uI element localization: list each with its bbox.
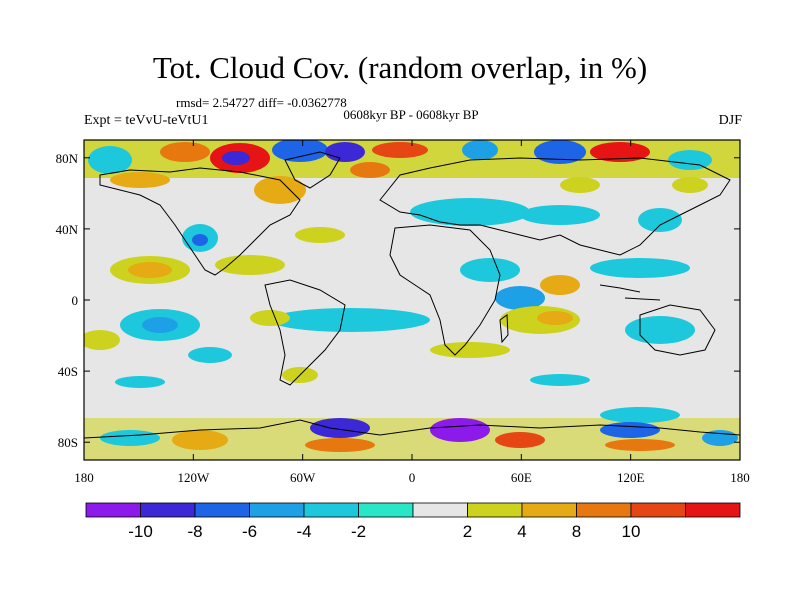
colorbar-swatch (85, 502, 141, 518)
coastlines (84, 151, 740, 439)
lat-tick-label: 80N (56, 151, 79, 166)
colorbar-label: -8 (187, 522, 202, 541)
colorbar-swatch (521, 502, 577, 518)
latitude-axis: 80N 40N 0 40S 80S (56, 151, 740, 450)
colorbar-swatch (303, 502, 359, 518)
lon-tick-label: 60E (511, 470, 532, 485)
stats-label: rmsd= 2.54727 diff= -0.0362778 (176, 95, 347, 110)
season-label: DJF (718, 113, 742, 128)
colorbar-swatch (685, 502, 741, 518)
colorbar-label: -4 (296, 522, 311, 541)
colorbar: -10 -8 -6 -4 -2 2 4 8 10 (85, 502, 741, 541)
colorbar-label: 10 (622, 522, 641, 541)
colorbar-label: -6 (242, 522, 257, 541)
colorbar-swatch (576, 502, 632, 518)
anomaly-field (84, 140, 740, 460)
experiment-label: Expt = teVvU-teVtU1 (84, 113, 209, 128)
lon-tick-label: 60W (290, 470, 316, 485)
lon-tick-label: 0 (409, 470, 416, 485)
period-label: 0608kyr BP - 0608kyr BP (343, 107, 479, 122)
colorbar-swatch (412, 502, 468, 518)
colorbar-label: 8 (572, 522, 581, 541)
longitude-axis: 180 120W 60W 0 60E 120E 180 (74, 140, 750, 485)
colorbar-label: 4 (517, 522, 526, 541)
lon-tick-label: 180 (74, 470, 94, 485)
lat-tick-label: 40N (56, 222, 79, 237)
colorbar-swatch (249, 502, 305, 518)
colorbar-swatch (194, 502, 250, 518)
colorbar-label: -10 (128, 522, 153, 541)
lat-tick-label: 80S (58, 435, 78, 450)
colorbar-swatch (467, 502, 523, 518)
lon-tick-label: 120E (617, 470, 645, 485)
lon-tick-label: 180 (730, 470, 750, 485)
colorbar-swatch (140, 502, 196, 518)
colorbar-swatch (630, 502, 686, 518)
colorbar-swatch (358, 502, 414, 518)
lon-tick-label: 120W (177, 470, 210, 485)
colorbar-label: 2 (463, 522, 472, 541)
map-background (84, 140, 740, 460)
lat-tick-label: 40S (58, 364, 78, 379)
colorbar-label: -2 (351, 522, 366, 541)
map-title: Tot. Cloud Cov. (random overlap, in %) (152, 50, 648, 85)
lat-tick-label: 0 (72, 293, 79, 308)
